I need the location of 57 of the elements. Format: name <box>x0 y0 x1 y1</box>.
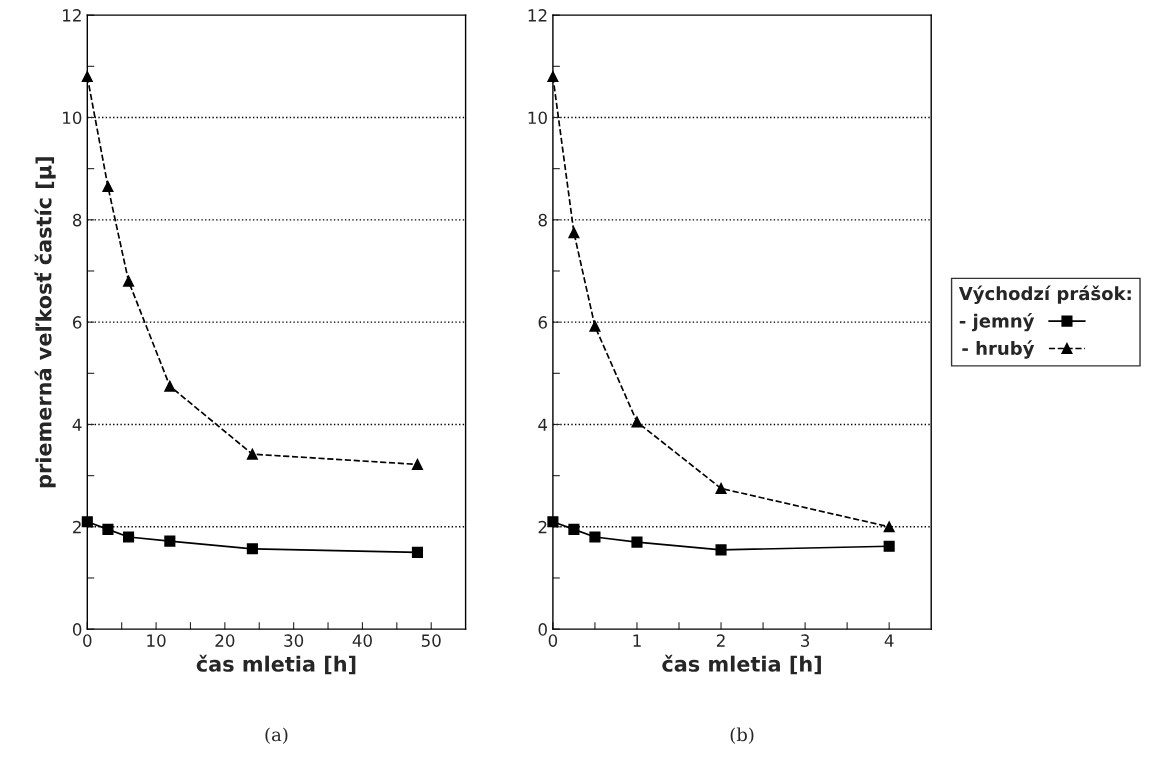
point <box>123 531 135 543</box>
point <box>715 482 727 494</box>
legend-label: - hrubý <box>962 340 1035 359</box>
x-tick-label: 10 <box>147 634 166 647</box>
y-tick-label: 6 <box>538 316 547 329</box>
point <box>547 71 559 83</box>
x-tick-label: 0 <box>548 634 558 647</box>
y-tick-label: 12 <box>528 9 547 22</box>
text: (a) <box>265 727 288 744</box>
point <box>568 523 580 535</box>
point <box>589 320 601 332</box>
y-tick-label: 10 <box>63 111 82 125</box>
y-tick-label: 4 <box>538 418 548 431</box>
x-tick-label: 4 <box>884 634 894 647</box>
x-tick-label: 30 <box>284 634 304 647</box>
point <box>883 540 895 552</box>
x-tick-label: 1 <box>633 634 641 647</box>
y-tick-label: 0 <box>538 623 547 636</box>
y-tick-label: 8 <box>538 213 547 227</box>
point <box>102 181 114 193</box>
point <box>883 521 895 533</box>
x-axis-title: čas mletia [h] <box>662 654 821 675</box>
legend-title: Východzí prášok: <box>958 285 1131 304</box>
point <box>547 516 559 528</box>
point <box>246 543 258 555</box>
y-tick-label: 6 <box>73 316 82 329</box>
x-tick-label: 20 <box>215 634 235 647</box>
x-tick-label: 2 <box>716 634 725 647</box>
x-tick-label: 0 <box>83 634 92 647</box>
x-tick-label: 40 <box>352 634 372 647</box>
y-axis-title: priemerná veľkosť častíc [µ] <box>34 157 56 488</box>
x-tick-label: 50 <box>421 634 441 647</box>
y-tick-label: 0 <box>72 623 82 636</box>
y-tick-label: 2 <box>538 520 547 534</box>
point <box>411 458 424 470</box>
point <box>164 380 176 392</box>
point <box>631 536 643 548</box>
point <box>715 544 727 556</box>
point <box>164 535 176 547</box>
point <box>411 546 424 558</box>
point <box>589 531 601 543</box>
y-tick-label: 8 <box>72 213 82 227</box>
point <box>631 416 643 428</box>
y-tick-label: 12 <box>63 9 81 22</box>
x-tick-label: 3 <box>801 634 810 647</box>
point <box>81 71 93 83</box>
y-tick-label: 10 <box>528 111 547 125</box>
point <box>123 275 135 287</box>
point <box>81 516 93 528</box>
point <box>246 448 258 460</box>
y-tick-label: 4 <box>72 418 82 431</box>
point <box>102 523 114 535</box>
y-tick-label: 2 <box>73 520 81 534</box>
legend-label: - jemný <box>959 312 1035 332</box>
x-axis-title: čas mletia [h] <box>196 654 356 675</box>
point <box>568 227 580 239</box>
text: (b) <box>730 727 754 744</box>
